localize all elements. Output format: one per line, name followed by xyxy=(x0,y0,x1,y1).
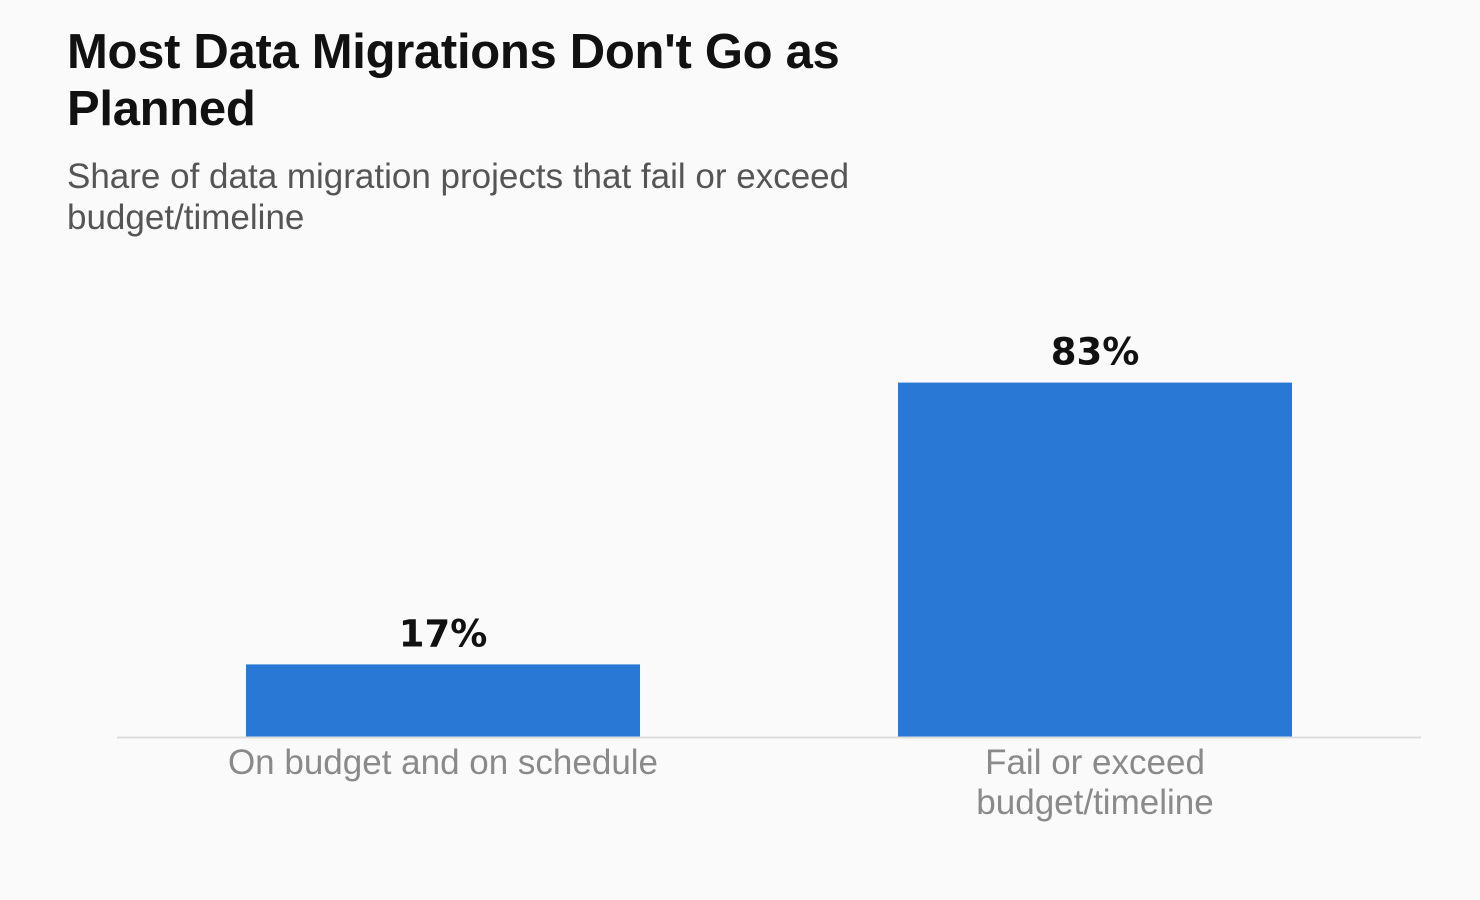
bars-group xyxy=(246,382,1292,737)
chart-subtitle: Share of data migration projects that fa… xyxy=(67,157,850,237)
bar-1 xyxy=(246,664,640,737)
chart-title: Most Data Migrations Don't Go as Planned xyxy=(67,25,840,136)
category-labels-group: On budget and on schedule Fail or exceed b… xyxy=(228,743,1214,822)
bar-value-label: 83% xyxy=(1051,331,1140,374)
bar-value-label: 17% xyxy=(399,612,488,655)
bar-2 xyxy=(898,382,1292,737)
value-labels-group: 17% 83% xyxy=(399,331,1140,656)
category-label: On budget and on schedule xyxy=(228,743,658,782)
category-label: Fail or exceed budget/timeline xyxy=(976,743,1213,822)
